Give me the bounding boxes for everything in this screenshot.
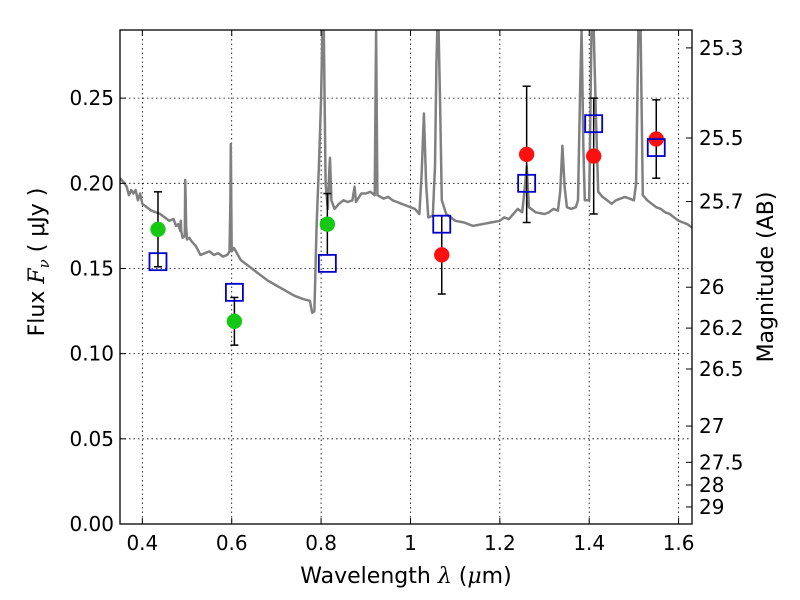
y-axis-title: Flux Fν ( μJy ) (25, 188, 53, 337)
model-photometry-square (584, 114, 604, 134)
y2-tick-label: 26.2 (699, 316, 744, 340)
photometry-point (226, 313, 243, 330)
model-photometry-square (224, 282, 244, 302)
y2-tick-label: 26.5 (699, 357, 744, 381)
photometry-point (319, 216, 336, 232)
model-photometry-square (317, 253, 337, 273)
y2-tick-label: 29 (699, 495, 724, 519)
model-photometry-square (432, 214, 452, 234)
y-tick-label: 0.05 (69, 427, 114, 451)
plot-background (120, 30, 692, 524)
model-photometry-square (148, 252, 168, 272)
y-tick-label: 0.15 (69, 256, 114, 280)
y-tick-label: 0.10 (69, 342, 114, 366)
photometry-point (434, 247, 450, 263)
model-photometry-square (517, 173, 537, 193)
photometry-point (150, 221, 166, 238)
x-tick-label: 0.4 (126, 531, 158, 555)
axes: 0.4 0.6 0.8 1 1.2 1.4 1.6 0.00 0.05 0.10 0.15 0.20 0… (69, 30, 744, 555)
y2-tick-label: 25.5 (699, 126, 744, 150)
spectrum-line (120, 30, 692, 315)
photometry-point (518, 146, 535, 163)
model-photometry-square (646, 138, 666, 157)
y2-tick-label: 27.5 (699, 450, 744, 474)
x-tick-label: 1.4 (573, 531, 605, 555)
y-tick-label: 0.00 (69, 512, 114, 536)
x-axis-title: Wavelength λ (μm) (300, 564, 511, 589)
data-layer (120, 30, 692, 346)
x-tick-label: 0.6 (216, 531, 248, 555)
y-tick-label: 0.25 (69, 86, 114, 110)
x-tick-label: 1 (404, 531, 417, 555)
x-tick-label: 1.6 (663, 531, 695, 555)
y2-tick-label: 25.7 (699, 190, 744, 214)
y-tick-label: 0.20 (69, 171, 114, 195)
y2-tick-label: 25.3 (699, 36, 744, 60)
photometry-point (585, 148, 602, 164)
y2-tick-label: 28 (699, 473, 724, 497)
x-tick-label: 1.2 (484, 531, 516, 555)
y2-tick-label: 27 (699, 414, 724, 438)
y2-axis-title: Magnitude (AB) (754, 192, 779, 363)
x-tick-label: 0.8 (305, 531, 337, 555)
plot-frame (119, 29, 693, 525)
y2-tick-label: 26 (699, 275, 724, 299)
